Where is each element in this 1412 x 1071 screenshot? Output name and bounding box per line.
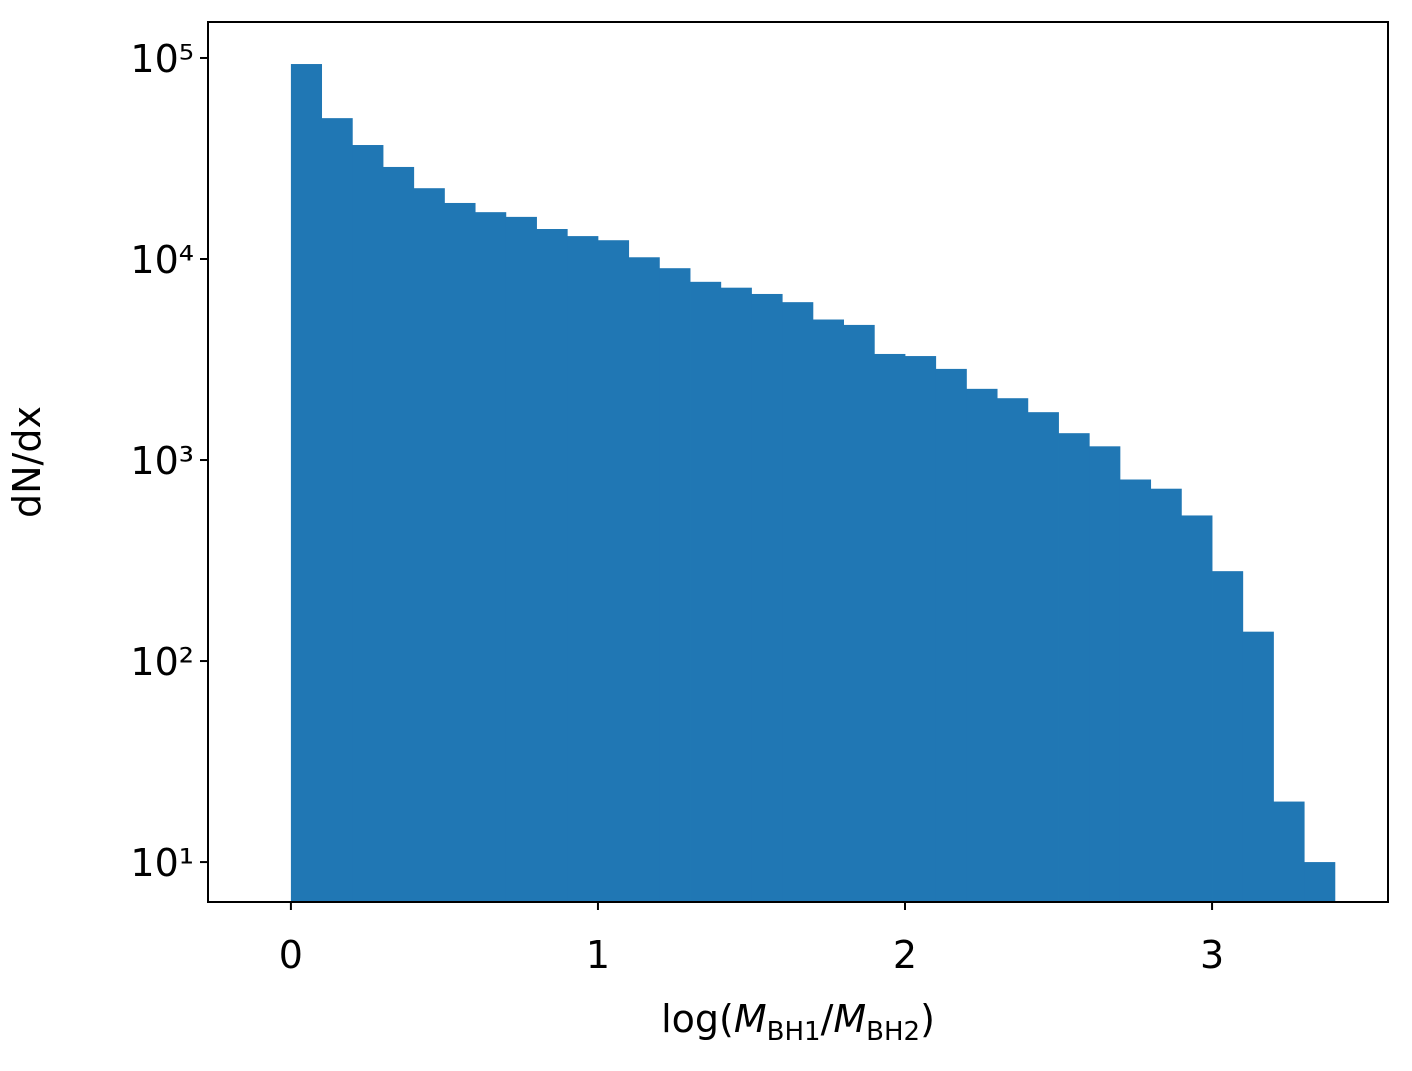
bar [1304, 862, 1336, 902]
bar [1273, 801, 1305, 902]
x-label-part: ) [920, 997, 935, 1041]
x-label-part: log( [661, 997, 734, 1041]
bar [413, 188, 445, 902]
y-tick-label: 10³ [130, 439, 194, 483]
bar [690, 281, 722, 903]
y-tick-label: 10⁵ [130, 37, 194, 81]
bar [383, 166, 415, 902]
bar [505, 216, 537, 902]
x-label-part: / [821, 997, 834, 1041]
bar [1181, 515, 1213, 902]
y-tick-label: 10¹ [130, 841, 194, 885]
bar [751, 293, 783, 902]
x-tick-label: 3 [1200, 933, 1224, 977]
bar [966, 388, 998, 902]
bar [1058, 433, 1090, 902]
x-axis-label: log(MBH1/MBH2) [661, 997, 935, 1047]
bar [1242, 631, 1274, 902]
bar [874, 353, 906, 902]
x-label-part: BH1 [767, 1017, 821, 1047]
y-tick-label: 10⁴ [130, 238, 194, 282]
plot-frame [207, 21, 1389, 903]
bar [843, 324, 875, 902]
bar [290, 64, 323, 902]
bar [1027, 412, 1059, 902]
x-tick-label: 2 [893, 933, 917, 977]
x-label-part: M [734, 997, 767, 1041]
bar [567, 236, 599, 903]
bar [1212, 571, 1244, 902]
bar [1089, 446, 1121, 902]
bar [536, 229, 568, 902]
bar [720, 287, 752, 902]
bar [935, 368, 967, 902]
bar [444, 202, 476, 903]
x-label-part: M [833, 997, 866, 1041]
bar [905, 356, 937, 902]
x-tick-label: 1 [586, 933, 610, 977]
bar [1150, 488, 1182, 902]
y-axis-label: dN/dx [5, 406, 49, 518]
x-label-part: BH2 [866, 1017, 920, 1047]
bar [1119, 479, 1152, 902]
bar [321, 118, 353, 902]
bar [812, 319, 844, 902]
bar [597, 240, 630, 902]
bar [659, 268, 691, 902]
bar [997, 398, 1029, 902]
bar [782, 302, 814, 903]
y-tick-label: 10² [130, 640, 194, 684]
x-tick-label: 0 [279, 933, 303, 977]
bar [628, 257, 660, 902]
bar [352, 145, 384, 902]
bar [475, 212, 507, 903]
